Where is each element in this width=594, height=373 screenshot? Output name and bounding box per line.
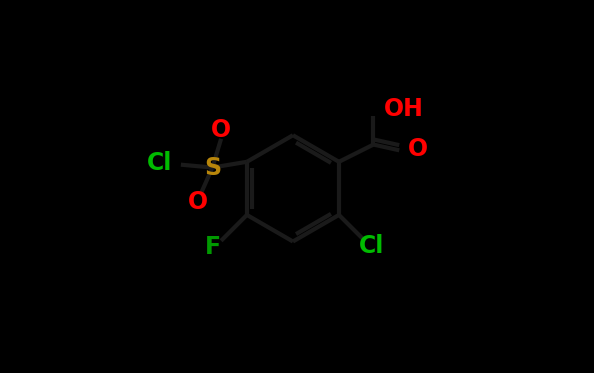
Text: F: F — [204, 235, 220, 258]
Text: O: O — [408, 137, 428, 161]
Text: Cl: Cl — [147, 151, 172, 175]
Text: S: S — [204, 156, 221, 179]
Text: O: O — [211, 118, 231, 142]
Text: Cl: Cl — [359, 234, 385, 258]
Text: O: O — [188, 190, 208, 214]
Text: OH: OH — [384, 97, 424, 120]
